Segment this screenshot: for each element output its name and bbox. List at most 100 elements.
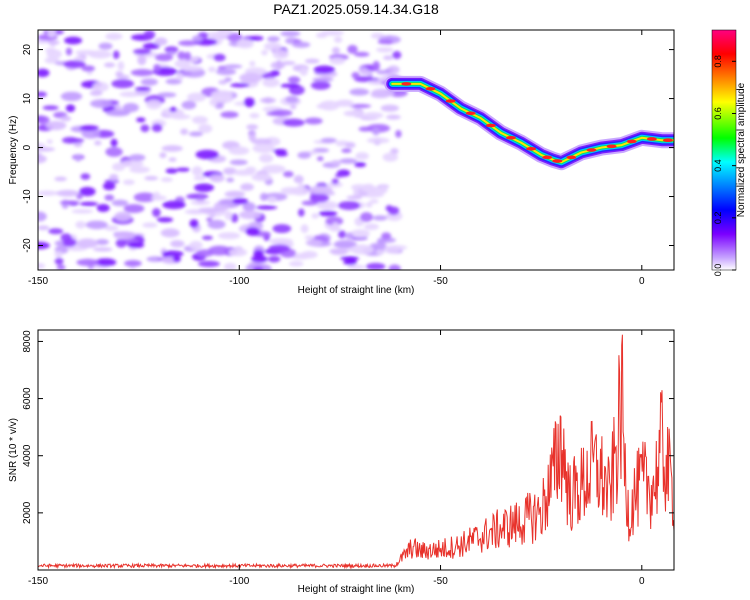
snr-y-tick-label: 6000 xyxy=(22,387,33,410)
heatmap-noise-cell xyxy=(75,220,86,229)
colorbar-tick-label: 0.8 xyxy=(713,55,723,68)
heatmap-noise-cell xyxy=(333,239,357,249)
heatmap-noise-cell xyxy=(305,239,323,247)
heatmap-noise-cell xyxy=(350,244,374,255)
heatmap-noise-cell xyxy=(285,95,299,104)
heatmap-noise-cell xyxy=(346,195,363,200)
heatmap-noise-cell xyxy=(142,42,160,50)
heatmap-noise-cell xyxy=(298,182,305,193)
heatmap-noise-cell xyxy=(252,143,275,154)
heatmap-noise-cell xyxy=(223,64,243,69)
heatmap-noise-cell xyxy=(230,213,239,223)
heatmap-noise-cell xyxy=(189,219,199,228)
heatmap-noise-cell xyxy=(54,250,63,258)
heatmap-ridge-peak xyxy=(485,123,496,128)
heatmap-noise-cell xyxy=(92,81,109,92)
heatmap-noise-cell xyxy=(193,175,206,181)
colorbar-ticks: 0.0 0.2 0.4 0.6 0.8 xyxy=(713,55,736,276)
heatmap-ridge-peak xyxy=(445,99,456,103)
heatmap-noise-cell xyxy=(333,36,343,44)
heatmap-noise-cell xyxy=(191,116,208,125)
heatmap-noise-cell xyxy=(105,110,130,117)
heatmap-noise-cell xyxy=(81,65,96,72)
heatmap-noise-cell xyxy=(372,60,381,71)
snr-y-tick-label: 4000 xyxy=(22,444,33,467)
heatmap-noise-cell xyxy=(299,67,308,77)
snr-ylabel: SNR (10 * v/v) xyxy=(8,418,19,482)
heatmap-noise-cell xyxy=(287,76,301,84)
heatmap-ridge-peak xyxy=(465,111,476,116)
heatmap-noise-cell xyxy=(390,148,399,155)
figure-title: PAZ1.2025.059.14.34.G18 xyxy=(273,1,439,17)
heatmap-noise-cell xyxy=(311,213,319,219)
heatmap-noise-cell xyxy=(354,161,366,168)
heatmap-noise-cell xyxy=(377,238,387,245)
heatmap-noise-cell xyxy=(62,238,77,247)
heatmap-noise-cell xyxy=(188,209,201,215)
heatmap-noise-cell xyxy=(331,47,341,55)
heatmap-noise-cell xyxy=(207,245,231,256)
heatmap-noise-cell xyxy=(376,47,394,53)
heatmap-noise-cell xyxy=(59,200,80,205)
heatmap-ridge-peak xyxy=(566,155,577,160)
snr-xlabel: Height of straight line (km) xyxy=(298,584,415,595)
heatmap-noise-cell xyxy=(224,210,233,221)
heatmap-y-tick-label: 20 xyxy=(22,44,33,56)
heatmap-noise-cell xyxy=(113,231,135,240)
heatmap-noise-cell xyxy=(42,105,59,111)
heatmap-noise-cell xyxy=(313,65,335,74)
snr-y-tick-label: 2000 xyxy=(22,501,33,524)
heatmap-noise-cell xyxy=(75,50,98,56)
snr-x-tick-label: -50 xyxy=(433,576,448,587)
heatmap-noise-cell xyxy=(272,224,292,234)
heatmap-noise-cell xyxy=(145,99,162,110)
heatmap-noise-cell xyxy=(337,201,361,210)
heatmap-noise-cell xyxy=(136,117,146,123)
heatmap-noise-cell xyxy=(188,131,203,137)
heatmap-noise-cell xyxy=(140,78,158,86)
heatmap-noise-cell xyxy=(206,217,213,222)
heatmap-noise-cell xyxy=(267,196,277,203)
colorbar-tick-label: 0.2 xyxy=(713,212,723,225)
heatmap-noise-cell xyxy=(170,114,191,120)
heatmap-noise-cell xyxy=(198,124,213,134)
heatmap-noise-cell xyxy=(162,250,184,258)
heatmap-noise-cell xyxy=(38,190,59,196)
heatmap-noise-cell xyxy=(330,159,342,166)
heatmap-noise-cell xyxy=(81,128,101,139)
heatmap-noise-cell xyxy=(228,248,248,257)
heatmap-noise-cell xyxy=(60,91,83,102)
heatmap-noise-cell xyxy=(110,138,118,147)
heatmap-noise-cell xyxy=(68,138,85,143)
heatmap-noise-cell xyxy=(38,241,50,250)
heatmap-y-tick-label: 0 xyxy=(22,144,33,150)
heatmap-noise-cell xyxy=(331,222,339,231)
heatmap-noise-cell xyxy=(320,137,337,143)
snr-series-line xyxy=(38,334,674,570)
heatmap-noise-cell xyxy=(272,49,289,60)
heatmap-noise-cell xyxy=(152,191,161,200)
heatmap-noise-cell xyxy=(211,90,233,100)
heatmap-noise-cell xyxy=(385,205,393,212)
heatmap-noise-cell xyxy=(96,203,110,213)
heatmap-noise-cell xyxy=(384,245,402,254)
heatmap-noise-cell xyxy=(372,215,388,221)
heatmap-noise-cell xyxy=(152,207,161,218)
heatmap-noise-cell xyxy=(174,59,191,69)
heatmap-noise-cell xyxy=(156,217,174,223)
heatmap-noise-cell xyxy=(318,210,338,217)
heatmap-noise-cell xyxy=(309,193,330,203)
colorbar-label: Normalized spectral amplitude xyxy=(736,82,747,217)
heatmap-noise-cell xyxy=(175,72,184,81)
heatmap-noise-cell xyxy=(220,111,239,119)
heatmap-noise-cell xyxy=(380,104,400,112)
heatmap-noise-cell xyxy=(316,201,339,210)
heatmap-noise-cell xyxy=(215,68,237,76)
heatmap-xlabel: Height of straight line (km) xyxy=(298,285,415,296)
heatmap-noise-cell xyxy=(293,175,304,184)
heatmap-noise-cell xyxy=(375,249,385,255)
heatmap-noise-cell xyxy=(142,222,158,228)
heatmap-noise-cell xyxy=(54,176,67,182)
heatmap-noise-cell xyxy=(191,35,203,42)
